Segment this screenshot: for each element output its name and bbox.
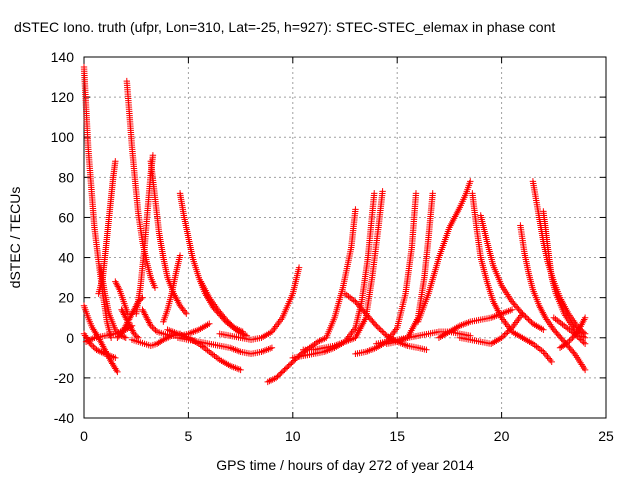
point-markers <box>80 63 115 341</box>
y-tick-label: -40 <box>54 410 74 426</box>
point-markers <box>160 252 184 325</box>
point-markers <box>176 190 251 339</box>
series-arc29 <box>469 190 555 366</box>
chart-title: dSTEC Iono. truth (ufpr, Lon=310, Lat=-2… <box>14 19 555 35</box>
point-markers <box>197 278 246 335</box>
series-arc31 <box>435 306 516 341</box>
y-tick-label: 100 <box>51 129 75 145</box>
series-arc34 <box>517 222 589 374</box>
point-markers <box>477 212 547 333</box>
series-arc37 <box>550 314 589 347</box>
x-tick-label: 20 <box>494 428 510 444</box>
x-tick-label: 10 <box>285 428 301 444</box>
data-points <box>80 63 589 386</box>
series-arc07 <box>112 278 132 317</box>
y-tick-label: 120 <box>51 89 75 105</box>
point-markers <box>174 334 276 358</box>
point-markers <box>550 314 589 347</box>
point-markers <box>540 208 589 341</box>
point-markers <box>112 278 132 317</box>
point-markers <box>147 158 190 317</box>
point-markers <box>517 222 589 374</box>
y-tick-label: -20 <box>54 370 74 386</box>
x-tick-label: 5 <box>185 428 193 444</box>
point-markers <box>216 264 303 343</box>
series-arc22 <box>289 190 378 362</box>
point-markers <box>133 152 157 317</box>
series-arc19 <box>174 334 276 358</box>
point-markers <box>414 178 474 325</box>
series-arc15 <box>160 252 184 325</box>
y-tick-label: 40 <box>58 250 74 266</box>
point-markers <box>435 306 516 341</box>
series-arc21 <box>264 206 359 386</box>
x-tick-label: 0 <box>80 428 88 444</box>
y-tick-label: 0 <box>66 330 74 346</box>
point-markers <box>456 310 526 347</box>
y-tick-label: 20 <box>58 290 74 306</box>
y-tick-label: 80 <box>58 169 74 185</box>
series-arc25 <box>352 190 420 358</box>
series-arc02 <box>80 63 115 341</box>
y-axis-label: dSTEC / TECUs <box>7 187 23 289</box>
x-axis-label: GPS time / hours of day 272 of year 2014 <box>216 457 474 473</box>
point-markers <box>352 190 420 358</box>
point-markers <box>289 190 378 362</box>
series-arc11 <box>133 152 157 317</box>
series-arc30 <box>456 310 526 347</box>
point-markers <box>469 190 555 366</box>
plot-frame <box>83 56 607 419</box>
point-markers <box>300 188 386 354</box>
axis-ticks: 0 5 10 15 20 25 -40 -20 0 20 40 60 80 100 120 140 <box>51 49 614 444</box>
y-tick-label: 140 <box>51 49 75 65</box>
series-arc32 <box>477 212 547 333</box>
x-tick-label: 25 <box>598 428 614 444</box>
series-arc20 <box>216 264 303 343</box>
y-tick-label: 60 <box>58 209 74 225</box>
series-arc28 <box>414 178 474 325</box>
x-tick-label: 15 <box>389 428 405 444</box>
series-arc17 <box>197 278 246 335</box>
point-markers <box>264 206 359 386</box>
series-arc12 <box>147 158 190 317</box>
series-arc35 <box>540 208 589 341</box>
series-arc16 <box>176 190 251 339</box>
series-arc23 <box>300 188 386 354</box>
